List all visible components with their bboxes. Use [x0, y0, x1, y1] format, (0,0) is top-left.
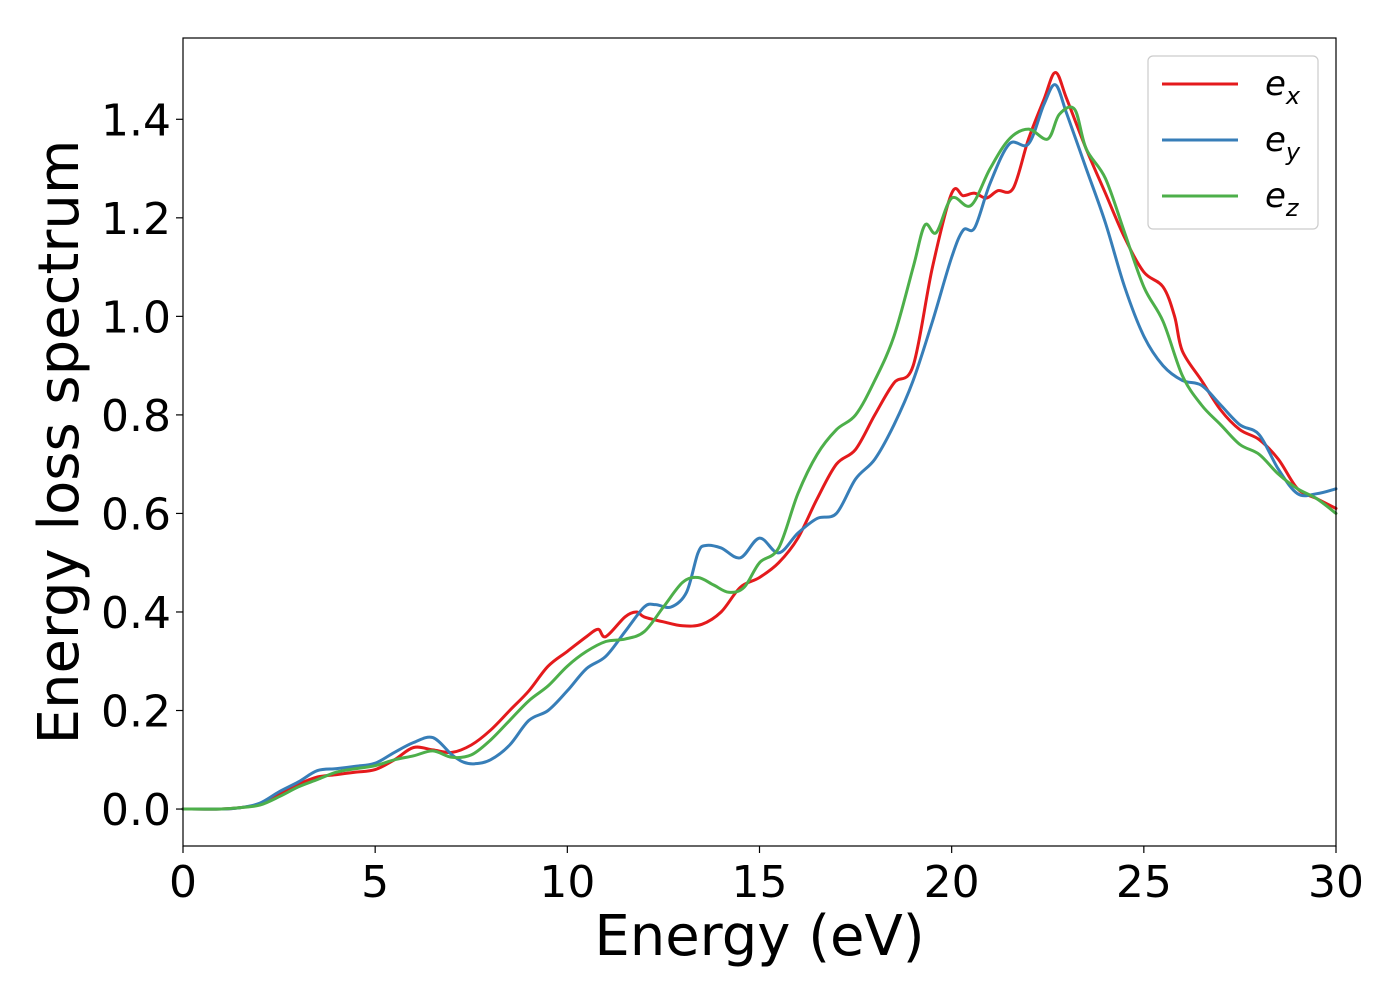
- series-line-e-y: [181, 83, 1338, 811]
- legend-frame: [1147, 55, 1319, 230]
- y-tick-label: 0.0: [101, 785, 171, 836]
- x-tick-label: 20: [924, 857, 980, 908]
- y-tick-label: 0.4: [101, 588, 171, 639]
- y-axis-ticks: 0.0 0.2 0.4 0.6 0.8 1.0 1.2 1.4: [101, 95, 183, 836]
- y-tick-label: 0.8: [101, 391, 171, 442]
- x-axis-label: Energy (eV): [594, 904, 924, 969]
- series-line-e-z: [181, 105, 1338, 811]
- x-tick-label: 10: [539, 857, 595, 908]
- y-axis-label: Energy loss spectrum: [27, 140, 92, 745]
- y-tick-label: 1.4: [101, 95, 171, 146]
- y-tick-label: 0.2: [101, 687, 171, 738]
- x-tick-label: 25: [1116, 857, 1172, 908]
- y-tick-label: 1.2: [101, 194, 171, 245]
- y-tick-label: 0.6: [101, 489, 171, 540]
- x-tick-label: 30: [1308, 857, 1364, 908]
- series-line-e-x: [181, 71, 1338, 811]
- series-layer: [181, 71, 1338, 811]
- x-tick-label: 0: [169, 857, 197, 908]
- x-axis-ticks: 0 5 10 15 20 25 30: [169, 846, 1364, 908]
- x-tick-label: 5: [361, 857, 389, 908]
- y-tick-label: 1.0: [101, 292, 171, 343]
- x-tick-label: 15: [732, 857, 788, 908]
